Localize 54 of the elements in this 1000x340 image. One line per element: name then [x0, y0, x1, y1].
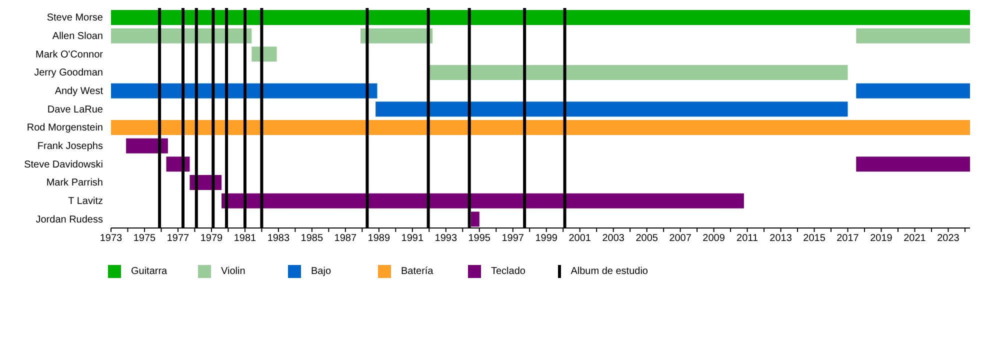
bar — [471, 212, 480, 227]
legend-label: Batería — [401, 266, 434, 277]
x-tick-label: 1995 — [468, 233, 491, 244]
bar — [360, 28, 432, 44]
y-tick-label: Dave LaRue — [47, 104, 104, 116]
bar — [222, 193, 744, 208]
x-tick-label: 1993 — [434, 233, 458, 244]
bar — [856, 156, 970, 172]
legend-label: Guitarra — [131, 266, 168, 277]
x-tick-label: 2005 — [636, 233, 658, 244]
x-tick-label: 2015 — [803, 233, 826, 244]
x-tick-label: 1977 — [166, 233, 190, 244]
bar — [111, 10, 970, 25]
x-tick-label: 2011 — [736, 233, 758, 244]
x-tick-label: 1979 — [200, 233, 224, 244]
y-tick-label: Frank Josephs — [37, 141, 103, 152]
x-tick-label: 2007 — [669, 233, 692, 244]
y-tick-label: Mark O'Connor — [36, 49, 104, 60]
x-tick-label: 1981 — [234, 233, 257, 244]
x-tick-label: 2001 — [568, 233, 592, 244]
x-tick-label: 1973 — [100, 233, 123, 244]
legend-label: Teclado — [491, 266, 526, 277]
x-tick-label: 2009 — [702, 233, 726, 244]
x-tick-label: 1999 — [535, 233, 558, 244]
x-tick-label: 2021 — [904, 233, 926, 244]
y-tick-label: Jordan Rudess — [36, 214, 103, 226]
y-tick-label: Rod Morgenstein — [26, 122, 103, 134]
y-tick-label: Mark Parrish — [46, 178, 103, 189]
y-tick-label: Steve Davidowski — [24, 159, 103, 170]
bar — [856, 28, 970, 44]
x-tick-label: 2023 — [937, 233, 960, 244]
x-tick-label: 1983 — [267, 233, 290, 244]
y-tick-label: Andy West — [54, 86, 104, 98]
legend-label: Album de estudio — [570, 266, 648, 277]
x-tick-label: 1975 — [133, 233, 156, 244]
x-tick-label: 1997 — [502, 233, 524, 244]
x-tick-label: 1985 — [300, 233, 324, 244]
y-tick-label: T Lavitz — [68, 196, 103, 208]
x-tick-label: 2017 — [836, 233, 860, 244]
legend-label: Violin — [221, 266, 246, 277]
bar — [126, 138, 168, 154]
bar — [111, 120, 970, 135]
y-tick-label: Steve Morse — [46, 12, 104, 24]
x-tick-label: 1991 — [401, 233, 424, 244]
x-tick-label: 2019 — [870, 233, 893, 244]
legend-label: Bajo — [311, 266, 332, 277]
y-tick-label: Allen Sloan — [52, 31, 103, 42]
x-tick-label: 2013 — [770, 233, 792, 244]
x-tick-label: 1989 — [368, 233, 390, 244]
bar — [856, 83, 970, 98]
y-tick-label: Jerry Goodman — [34, 68, 103, 79]
x-tick-label: 2003 — [602, 233, 625, 244]
x-tick-label: 1987 — [334, 233, 357, 244]
bar — [376, 102, 848, 117]
